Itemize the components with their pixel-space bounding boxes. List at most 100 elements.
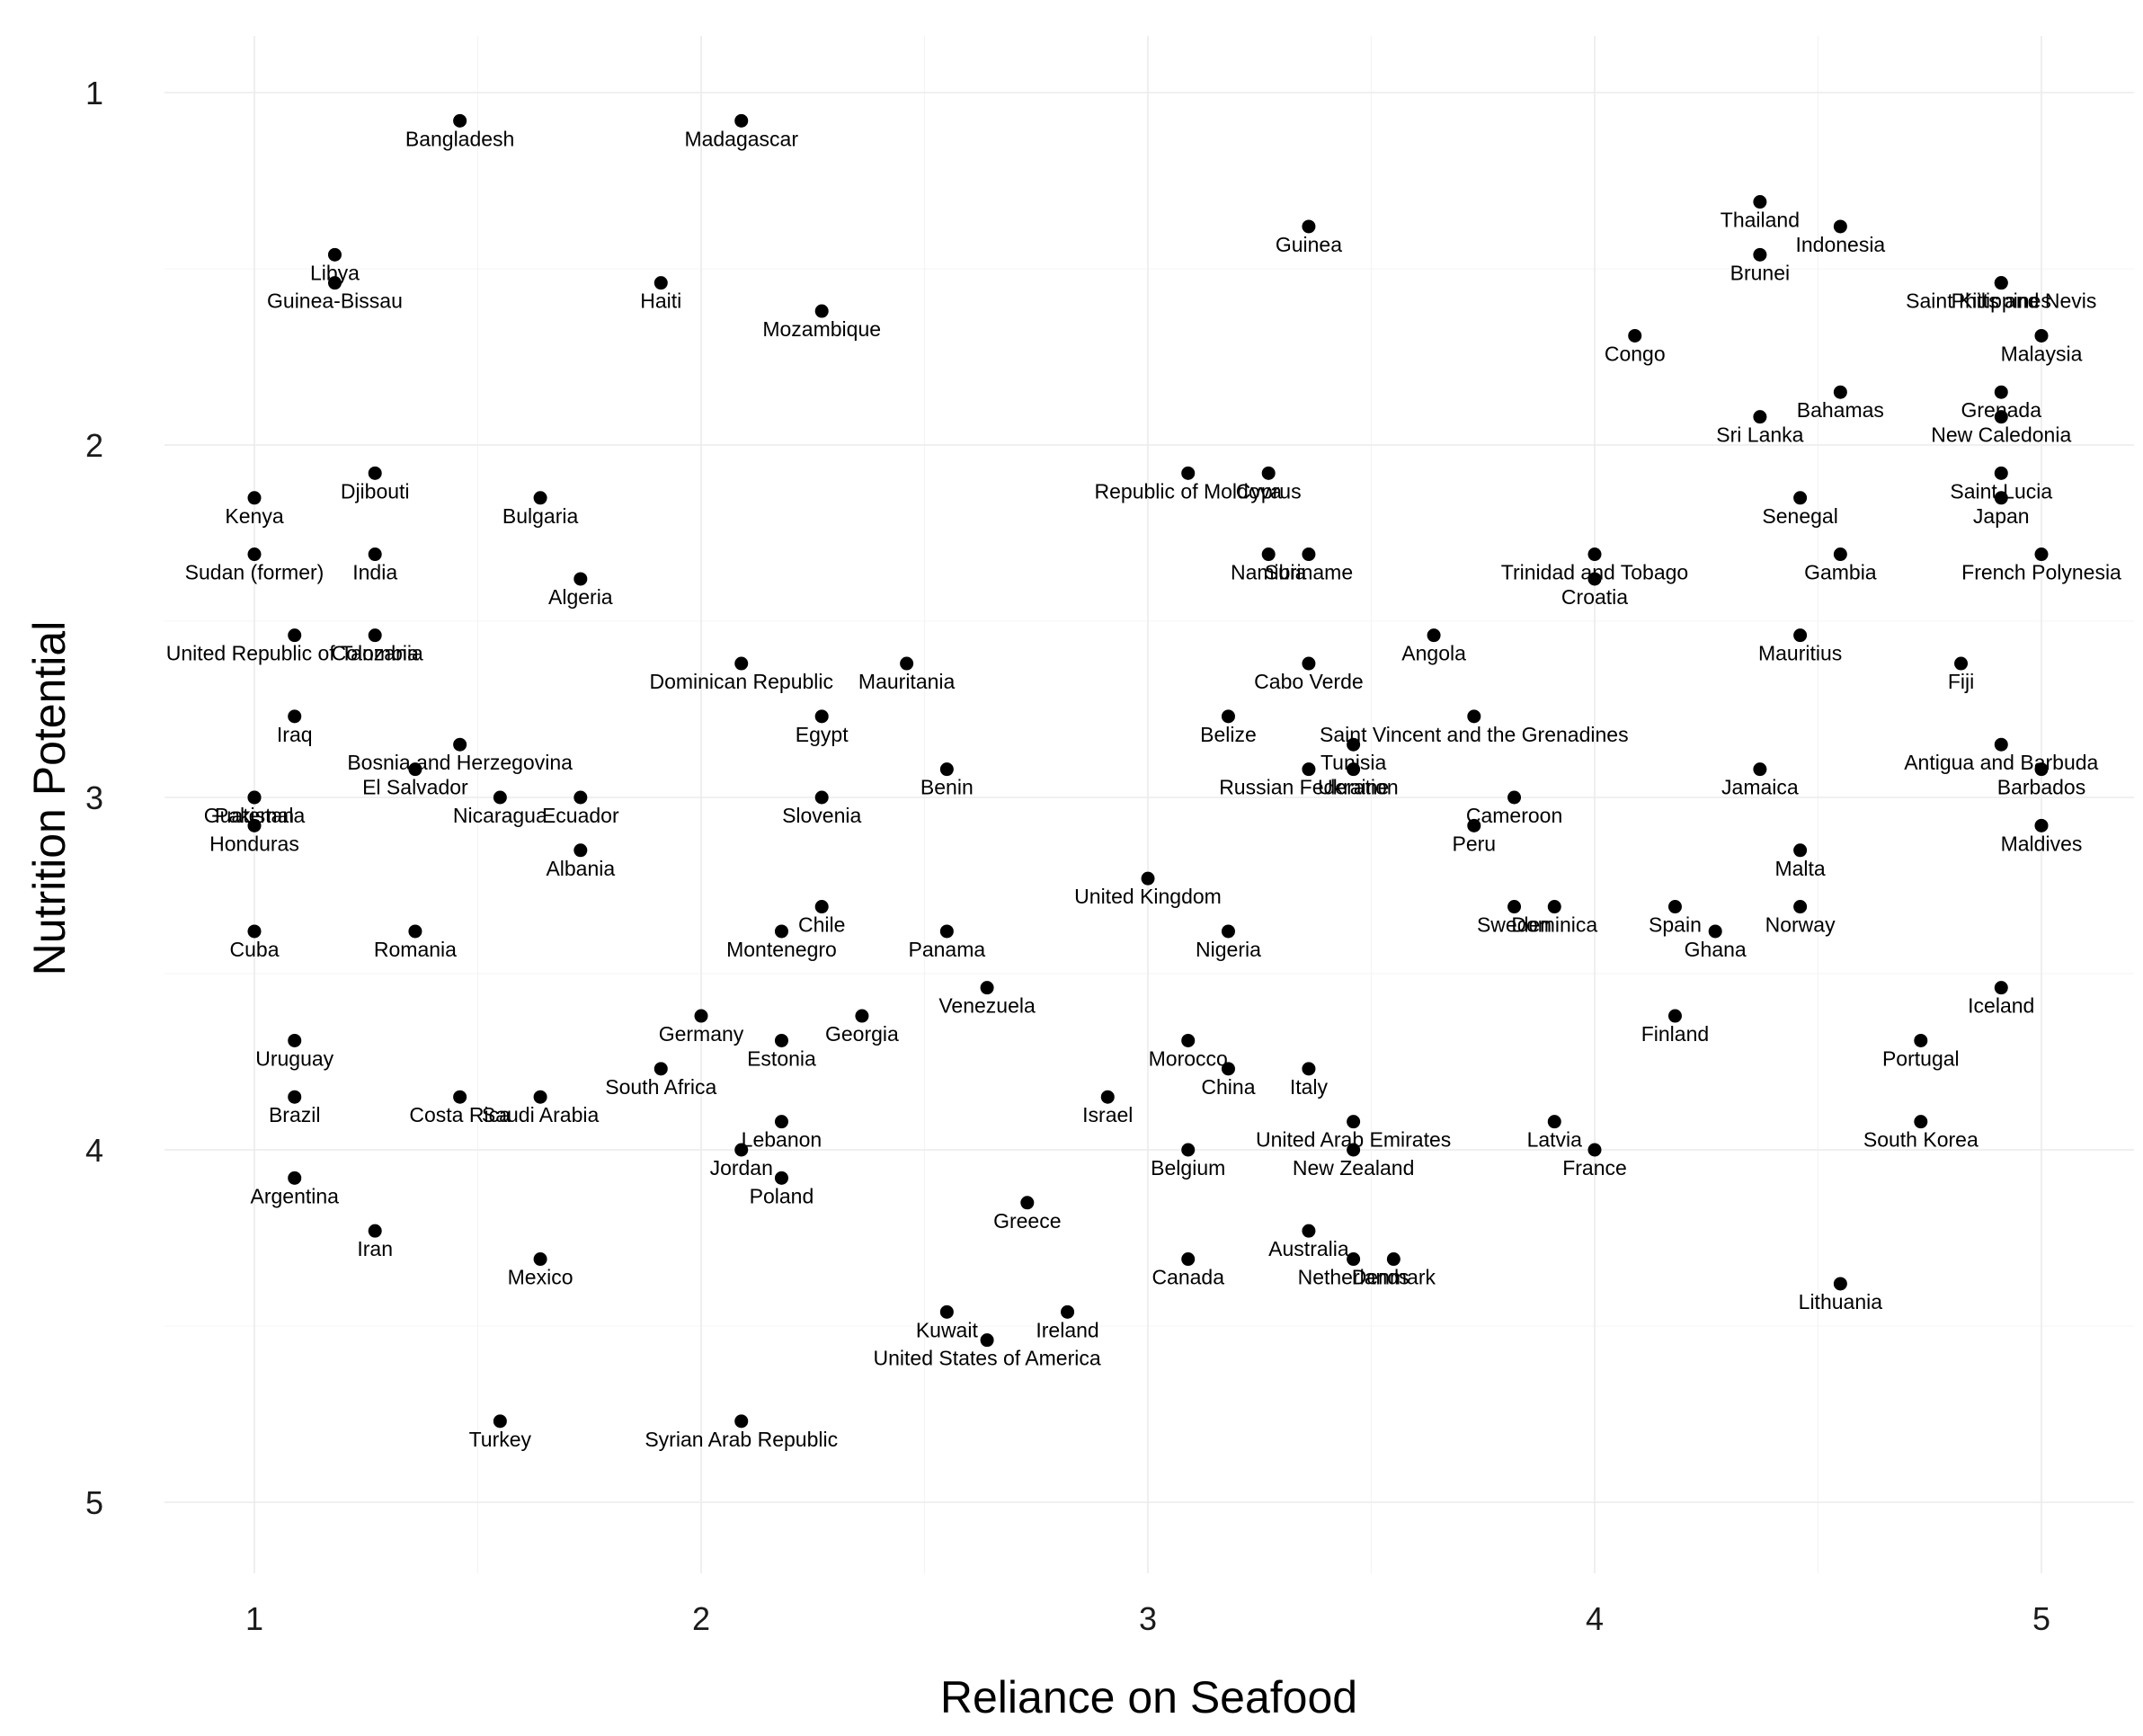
data-label: Antigua and Barbuda bbox=[1904, 751, 2098, 774]
data-point bbox=[1221, 924, 1235, 939]
data-point bbox=[1347, 1252, 1361, 1267]
data-point bbox=[1547, 900, 1561, 914]
data-point bbox=[1020, 1196, 1035, 1210]
data-label: Madagascar bbox=[684, 127, 798, 150]
data-label: Ukraine bbox=[1318, 776, 1389, 799]
data-point bbox=[1100, 1090, 1115, 1104]
data-label: Trinidad and Tobago bbox=[1501, 561, 1688, 584]
data-label: Cyprus bbox=[1236, 479, 1302, 503]
data-point bbox=[774, 924, 788, 939]
data-point bbox=[1347, 762, 1361, 777]
data-label: Bangladesh bbox=[405, 127, 515, 150]
data-label: Greece bbox=[993, 1209, 1061, 1233]
data-point bbox=[288, 709, 302, 724]
data-point bbox=[774, 1171, 788, 1185]
data-label: Turkey bbox=[469, 1428, 532, 1451]
data-point bbox=[368, 1224, 382, 1238]
data-point bbox=[1181, 1252, 1196, 1267]
data-label: Sri Lanka bbox=[1716, 423, 1803, 447]
y-axis-title: Nutrition Potential bbox=[24, 621, 75, 976]
data-point bbox=[533, 491, 547, 505]
data-label: United States of America bbox=[874, 1347, 1101, 1370]
data-point bbox=[1914, 1033, 1928, 1047]
data-point bbox=[939, 762, 954, 777]
data-point bbox=[1793, 843, 1808, 858]
data-label: French Polynesia bbox=[1961, 561, 2121, 584]
data-point bbox=[493, 1414, 507, 1429]
data-point bbox=[1507, 790, 1522, 805]
data-label: Japan bbox=[1973, 504, 2030, 528]
data-point bbox=[574, 572, 588, 586]
data-point bbox=[1347, 1143, 1361, 1157]
data-label: Estonia bbox=[747, 1046, 816, 1070]
data-point bbox=[1833, 385, 1847, 399]
data-label: Denmark bbox=[1352, 1266, 1436, 1289]
data-label: New Zealand bbox=[1293, 1156, 1415, 1180]
data-point bbox=[1833, 1277, 1847, 1291]
data-label: Senegal bbox=[1762, 504, 1837, 528]
data-point bbox=[327, 276, 342, 290]
data-point bbox=[1994, 276, 2008, 290]
data-point bbox=[1994, 466, 2008, 480]
data-point bbox=[1302, 219, 1316, 234]
data-label: Australia bbox=[1268, 1237, 1349, 1260]
data-label: Dominican Republic bbox=[649, 670, 833, 693]
y-tick-label: 1 bbox=[85, 75, 103, 111]
data-point bbox=[574, 843, 588, 858]
data-label: Maldives bbox=[2001, 832, 2083, 855]
data-label: Philippines bbox=[1952, 289, 2051, 313]
data-label: Gambia bbox=[1804, 561, 1877, 584]
data-point bbox=[2034, 818, 2049, 832]
data-label: United Arab Emirates bbox=[1256, 1128, 1451, 1152]
data-label: Cameroon bbox=[1466, 804, 1562, 827]
x-tick-label: 4 bbox=[1586, 1600, 1604, 1637]
data-label: Poland bbox=[750, 1184, 814, 1207]
y-axis-ticks: 1 2 3 4 5 bbox=[85, 75, 103, 1521]
y-tick-label: 2 bbox=[85, 427, 103, 464]
data-label: Cuba bbox=[230, 938, 280, 961]
data-point bbox=[327, 247, 342, 262]
data-label: Grenada bbox=[1961, 398, 2042, 422]
grid bbox=[165, 36, 2134, 1573]
data-point bbox=[453, 113, 467, 128]
data-point bbox=[1994, 410, 2008, 424]
data-label: Kenya bbox=[225, 504, 283, 528]
data-label: Russian Federation bbox=[1219, 776, 1398, 799]
data-point bbox=[368, 466, 382, 480]
data-label: Thailand bbox=[1721, 209, 1800, 232]
data-label: United Kingdom bbox=[1074, 885, 1222, 908]
data-label: Tunisia bbox=[1320, 751, 1386, 774]
data-label: Bahamas bbox=[1797, 398, 1884, 422]
data-point bbox=[247, 818, 262, 832]
data-point bbox=[1302, 1224, 1316, 1238]
data-label: Spain bbox=[1649, 913, 1702, 937]
data-label: Jamaica bbox=[1721, 776, 1799, 799]
data-point bbox=[1793, 900, 1808, 914]
data-point bbox=[855, 1009, 869, 1023]
x-axis-title: Reliance on Seafood bbox=[940, 1672, 1357, 1723]
data-label: Mauritius bbox=[1758, 642, 1842, 665]
x-tick-label: 1 bbox=[245, 1600, 263, 1637]
data-point bbox=[2034, 328, 2049, 343]
data-label: Suriname bbox=[1265, 561, 1353, 584]
data-point bbox=[1994, 491, 2008, 505]
data-label: India bbox=[352, 561, 397, 584]
data-label: Fiji bbox=[1948, 670, 1974, 693]
data-label: Malaysia bbox=[2001, 342, 2083, 365]
data-point bbox=[288, 1033, 302, 1047]
data-point bbox=[1708, 924, 1722, 939]
data-label: Guinea-Bissau bbox=[267, 289, 403, 313]
data-label: Romania bbox=[374, 938, 457, 961]
data-point bbox=[1753, 247, 1767, 262]
data-point bbox=[1994, 981, 2008, 995]
data-label: Croatia bbox=[1561, 585, 1628, 609]
data-point bbox=[247, 924, 262, 939]
data-label: Belgium bbox=[1151, 1156, 1225, 1180]
data-label: South Korea bbox=[1863, 1128, 1978, 1152]
data-point bbox=[1427, 628, 1441, 643]
data-label: Algeria bbox=[548, 585, 613, 609]
data-label: Italy bbox=[1290, 1075, 1329, 1099]
data-point bbox=[2034, 762, 2049, 777]
data-point bbox=[654, 276, 668, 290]
data-point bbox=[574, 790, 588, 805]
